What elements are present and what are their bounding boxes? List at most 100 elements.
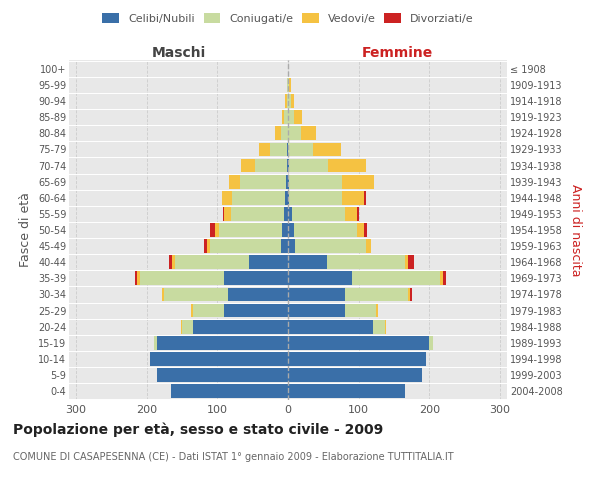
Bar — [157, 368, 288, 382]
Bar — [281, 240, 288, 253]
Bar — [373, 320, 385, 334]
Bar — [284, 207, 288, 220]
Bar — [241, 158, 255, 172]
Bar — [288, 110, 293, 124]
Bar — [440, 272, 443, 285]
Bar — [150, 352, 288, 366]
Text: Femmine: Femmine — [362, 46, 433, 60]
Bar — [378, 304, 379, 318]
Bar — [288, 368, 422, 382]
Bar — [288, 175, 289, 188]
Bar — [193, 304, 224, 318]
Bar — [443, 272, 446, 285]
Bar — [219, 223, 283, 237]
Bar — [344, 304, 376, 318]
Bar — [154, 336, 157, 349]
Bar — [288, 352, 426, 366]
Legend: Celibi/Nubili, Coniugati/e, Vedovi/e, Divorziati/e: Celibi/Nubili, Coniugati/e, Vedovi/e, Di… — [103, 13, 473, 24]
Bar — [221, 191, 232, 204]
Bar — [288, 142, 313, 156]
Bar — [313, 142, 341, 156]
Bar — [288, 126, 301, 140]
Bar — [295, 240, 366, 253]
Bar — [287, 158, 288, 172]
Bar — [366, 240, 371, 253]
Bar — [364, 191, 366, 204]
Bar — [228, 288, 288, 302]
Bar — [169, 256, 172, 269]
Bar — [288, 320, 373, 334]
Bar — [208, 240, 210, 253]
Bar — [286, 175, 288, 188]
Bar — [259, 142, 269, 156]
Bar — [293, 223, 357, 237]
Bar — [288, 272, 352, 285]
Bar — [288, 240, 295, 253]
Bar — [209, 223, 215, 237]
Y-axis label: Anni di nascita: Anni di nascita — [569, 184, 582, 276]
Bar — [172, 256, 175, 269]
Bar — [191, 304, 193, 318]
Bar — [164, 288, 228, 302]
Bar — [429, 336, 433, 349]
Bar — [172, 384, 288, 398]
Bar — [223, 207, 224, 220]
Bar — [232, 207, 284, 220]
Bar — [292, 207, 344, 220]
Bar — [210, 240, 281, 253]
Bar — [408, 256, 414, 269]
Bar — [328, 158, 367, 172]
Bar — [343, 191, 364, 204]
Text: COMUNE DI CASAPESENNA (CE) - Dati ISTAT 1° gennaio 2009 - Elaborazione TUTTITALI: COMUNE DI CASAPESENNA (CE) - Dati ISTAT … — [13, 452, 454, 462]
Bar — [224, 304, 288, 318]
Bar — [288, 94, 291, 108]
Bar — [288, 384, 404, 398]
Bar — [287, 94, 288, 108]
Bar — [376, 304, 378, 318]
Text: Popolazione per età, sesso e stato civile - 2009: Popolazione per età, sesso e stato civil… — [13, 422, 383, 437]
Bar — [288, 336, 429, 349]
Bar — [291, 94, 295, 108]
Bar — [137, 272, 140, 285]
Bar — [229, 175, 240, 188]
Bar — [288, 191, 289, 204]
Bar — [281, 110, 284, 124]
Bar — [136, 272, 137, 285]
Bar — [224, 207, 232, 220]
Bar — [269, 142, 287, 156]
Bar — [357, 223, 364, 237]
Bar — [288, 207, 292, 220]
Bar — [193, 320, 288, 334]
Bar — [255, 158, 287, 172]
Bar — [283, 223, 288, 237]
Bar — [288, 223, 293, 237]
Bar — [288, 78, 289, 92]
Bar — [408, 288, 410, 302]
Bar — [287, 78, 288, 92]
Bar — [289, 78, 291, 92]
Bar — [352, 272, 440, 285]
Bar — [289, 158, 328, 172]
Bar — [240, 175, 286, 188]
Bar — [289, 191, 343, 204]
Bar — [410, 288, 412, 302]
Bar — [204, 240, 208, 253]
Bar — [249, 256, 288, 269]
Bar — [404, 256, 408, 269]
Bar — [275, 126, 281, 140]
Y-axis label: Fasce di età: Fasce di età — [19, 192, 32, 268]
Bar — [224, 272, 288, 285]
Bar — [140, 272, 224, 285]
Bar — [182, 320, 193, 334]
Bar — [385, 320, 386, 334]
Bar — [157, 336, 288, 349]
Bar — [343, 175, 374, 188]
Bar — [287, 142, 288, 156]
Bar — [284, 110, 288, 124]
Bar — [161, 288, 162, 302]
Bar — [364, 223, 367, 237]
Bar — [288, 288, 344, 302]
Bar — [232, 191, 285, 204]
Bar — [288, 256, 327, 269]
Text: Maschi: Maschi — [151, 46, 206, 60]
